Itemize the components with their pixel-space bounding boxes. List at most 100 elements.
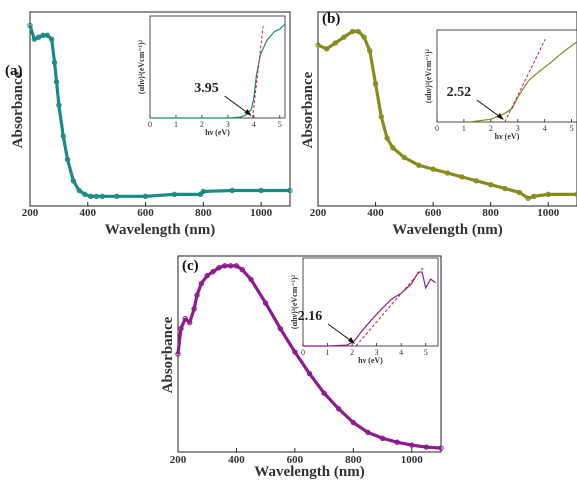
- tangent-line: [252, 26, 264, 119]
- x-tick-label: 200: [22, 207, 39, 219]
- inset-frame: [149, 15, 286, 119]
- tauc-curve: [303, 271, 436, 347]
- x-axis-title: Wavelength (nm): [105, 222, 215, 238]
- inset-x-tick-label: 0: [301, 348, 305, 357]
- data-point: [178, 325, 184, 332]
- data-point: [229, 187, 235, 194]
- data-point: [365, 429, 371, 436]
- inset-x-tick-label: 0: [148, 120, 152, 129]
- inset-frame: [436, 29, 577, 123]
- data-point: [182, 316, 189, 322]
- data-point: [70, 178, 77, 184]
- data-point: [227, 263, 234, 269]
- data-point: [401, 154, 408, 161]
- x-tick-label: 400: [80, 207, 97, 219]
- data-point: [531, 193, 537, 200]
- data-point: [315, 42, 321, 48]
- tauc-inset: 0 1 2 3 4 5 hν (eV) (αhν)²(eVcm⁻¹)² 3.95: [137, 15, 286, 137]
- data-point: [287, 187, 293, 194]
- data-point: [198, 280, 205, 287]
- data-point: [87, 193, 94, 200]
- tauc-inset: 0 1 2 3 4 5 hν (eV) (αhν)²(eVcm⁻¹)²2.16: [290, 257, 439, 365]
- data-point: [306, 370, 313, 377]
- data-point: [200, 188, 207, 195]
- inset-x-tick-label: 3: [516, 124, 520, 133]
- data-point: [197, 191, 204, 198]
- x-tick-label: 400: [228, 454, 245, 466]
- arrow-head-icon: [348, 337, 356, 344]
- data-point: [502, 185, 508, 192]
- data-point: [35, 34, 42, 40]
- data-point: [545, 191, 551, 198]
- panel-label: (c): [182, 258, 199, 274]
- inset-x-tick-label: 1: [326, 348, 330, 357]
- inset-x-tick-label: 4: [543, 124, 547, 133]
- data-point: [525, 195, 531, 201]
- tauc-curve: [150, 23, 286, 119]
- data-point: [444, 170, 451, 176]
- x-tick-label: 600: [137, 207, 154, 219]
- x-tick-label: 200: [310, 207, 327, 219]
- data-point: [390, 145, 396, 151]
- x-tick-label: 600: [425, 207, 442, 219]
- inset-x-tick-label: 2: [200, 120, 204, 129]
- data-point: [321, 390, 327, 396]
- data-point: [216, 265, 222, 271]
- data-point: [350, 419, 357, 426]
- y-axis-title: Absorbance: [10, 71, 26, 148]
- data-point: [175, 351, 181, 357]
- tauc-curve: [469, 41, 577, 123]
- data-point: [27, 22, 33, 29]
- data-point: [336, 406, 342, 412]
- data-point: [416, 162, 422, 168]
- data-point: [384, 135, 390, 141]
- data-point: [378, 114, 385, 120]
- x-tick-label: 800: [482, 207, 499, 219]
- tangent-line: [355, 266, 425, 347]
- data-point: [430, 166, 436, 172]
- x-tick-label: 1000: [250, 207, 273, 219]
- inset-x-tick-label: 2: [489, 124, 493, 133]
- inset-x-tick-label: 4: [252, 120, 256, 129]
- data-point: [191, 306, 197, 312]
- data-point: [379, 435, 386, 441]
- data-point: [194, 292, 200, 298]
- data-point: [53, 79, 60, 85]
- data-point: [210, 268, 216, 275]
- panel-label: (b): [322, 11, 340, 27]
- y-axis-title: Absorbance: [160, 316, 176, 393]
- data-point: [233, 263, 240, 269]
- x-axis-title: Wavelength (nm): [392, 222, 502, 238]
- data-point: [186, 319, 193, 326]
- data-point: [51, 59, 58, 66]
- inset-frame: [302, 257, 439, 347]
- inset-y-axis-title: (αhν)²(eVcm⁻¹)²: [424, 48, 433, 103]
- data-point: [409, 442, 415, 448]
- data-point: [349, 28, 356, 35]
- data-point: [239, 267, 245, 273]
- plot-frame: [29, 11, 291, 207]
- data-point: [76, 187, 82, 194]
- inset-x-axis-title: hν (eV): [205, 128, 230, 137]
- band-gap-label: 2.16: [298, 309, 323, 324]
- x-tick-label: 600: [287, 454, 304, 466]
- inset-x-tick-label: 1: [462, 124, 466, 133]
- plot-frame: [317, 11, 577, 207]
- data-point: [64, 156, 71, 163]
- inset-y-axis-title: (αhν)²(eVcm⁻¹)²: [290, 274, 299, 329]
- inset-x-tick-label: 3: [226, 120, 230, 129]
- inset-x-tick-label: 5: [570, 124, 574, 133]
- x-tick-label: 200: [170, 454, 187, 466]
- data-point: [277, 325, 283, 332]
- arrow-head-icon: [244, 109, 252, 116]
- data-point: [48, 36, 55, 42]
- inset-x-tick-label: 1: [174, 120, 178, 129]
- x-tick-label: 400: [367, 207, 384, 219]
- panel-a: 200 400 600 800 1000 Wavelength (nm) Absorbanc…: [5, 11, 293, 238]
- data-point: [204, 272, 210, 279]
- panel-c: 200 400 600 800 1000 Wavelength (nm) Absorbanc…: [160, 255, 444, 480]
- inset-x-tick-label: 4: [399, 348, 403, 357]
- data-point: [262, 300, 269, 306]
- data-point: [516, 189, 523, 196]
- inset-x-tick-label: 2: [350, 348, 354, 357]
